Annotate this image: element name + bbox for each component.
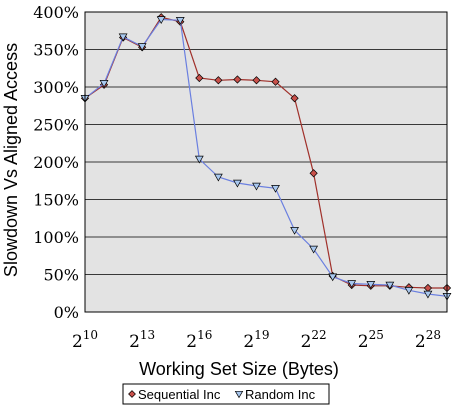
data-point [175,17,185,25]
legend-label: Random Inc [245,387,316,402]
data-point [252,182,261,191]
plot-frame [84,11,448,313]
data-point [194,155,204,164]
data-point [404,287,414,295]
y-tick-label: 150% [33,191,79,210]
x-tick-labels: 210 213 216 219 222 225 228 [72,328,441,352]
data-point [137,43,147,52]
data-point [290,227,299,235]
y-tick-label: 100% [33,228,79,247]
x-tick-label: 222 [301,328,327,352]
data-point [347,280,357,289]
data-point [252,76,261,85]
x-tick-label: 225 [358,328,384,352]
legend-label: Sequential Inc [138,387,221,402]
y-tick-label: 250% [33,116,79,135]
data-point [366,281,376,289]
grid-lines [85,49,447,275]
y-tick-label: 0% [54,303,79,322]
data-point [423,290,433,299]
y-axis-label: Slowdown Vs Aligned Access [1,43,21,277]
legend-box [122,383,330,405]
data-point [290,94,299,103]
x-tick-label: 216 [186,328,212,352]
data-point [99,80,109,88]
x-tick-label: 219 [243,328,269,352]
data-point [213,173,223,182]
series-random-inc [80,16,452,301]
y-tick-label: 350% [33,41,79,60]
x-tick-label: 213 [129,328,155,352]
legend: Sequential Inc Random Inc [122,383,330,405]
data-point [195,73,204,83]
x-axis-label: Working Set Size (Bytes) [139,359,339,379]
series-line [84,18,448,297]
data-point [233,179,242,188]
y-tick-label: 200% [33,153,79,172]
data-point [156,16,166,25]
data-point [271,77,280,86]
data-point [118,33,128,42]
x-tick-label: 228 [415,328,441,352]
y-tick-label: 50% [43,266,79,285]
y-tick-label: 400% [33,3,79,22]
data-point [309,245,319,254]
y-tick-label: 300% [33,78,79,97]
x-tick-label: 210 [72,328,98,352]
data-point [233,75,242,84]
legend-marker [234,390,244,399]
data-point [309,169,318,178]
data-point [214,76,223,85]
data-point [385,281,395,290]
data-point [328,273,338,282]
y-tick-labels: 0% 50% 100% 150% 200% 250% 300% 350% 400% [33,3,79,322]
legend-marker [128,390,136,398]
data-point [271,185,280,193]
